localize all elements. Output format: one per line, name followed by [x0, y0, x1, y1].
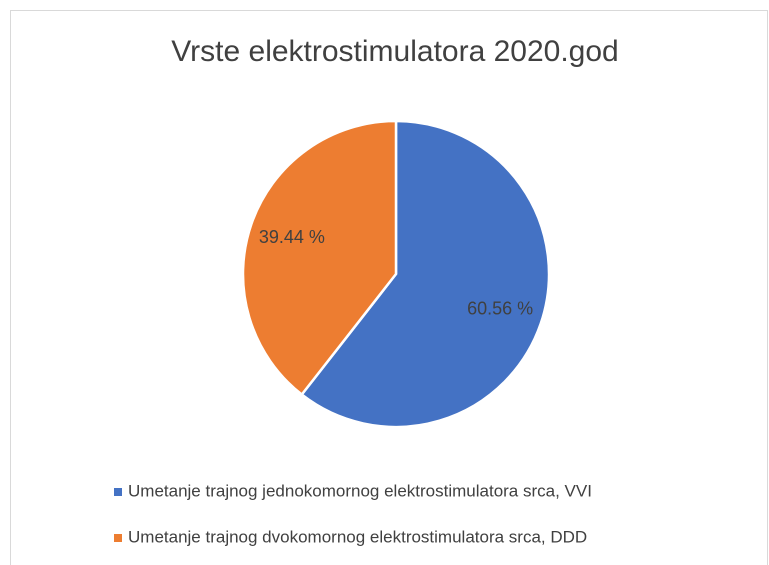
chart-title: Vrste elektrostimulatora 2020.god [171, 35, 618, 68]
legend-label: Umetanje trajnog dvokomornog elektrostim… [128, 527, 587, 546]
pie-slice [241, 119, 398, 397]
legend-label: Umetanje trajnog jednokomornog elektrost… [128, 481, 592, 500]
data-label: 60.56 % [467, 299, 533, 319]
data-label: 39.44 % [259, 227, 325, 247]
pie-slice [300, 119, 551, 429]
legend-swatch [114, 488, 122, 496]
legend-swatch [114, 534, 122, 542]
